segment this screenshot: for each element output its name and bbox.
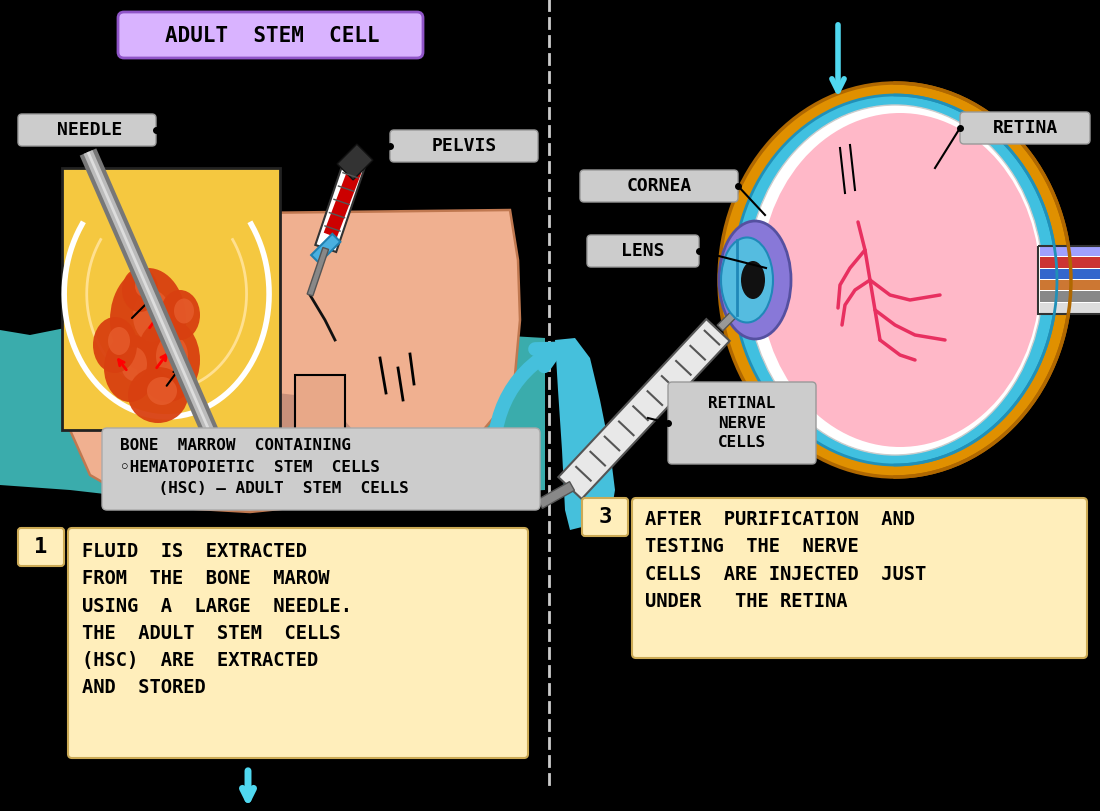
Ellipse shape xyxy=(133,290,170,342)
Bar xyxy=(1038,246,1100,314)
Text: ADULT  STEM  CELL: ADULT STEM CELL xyxy=(165,26,380,46)
Ellipse shape xyxy=(174,298,194,324)
FancyBboxPatch shape xyxy=(18,528,64,566)
Polygon shape xyxy=(316,158,365,252)
Bar xyxy=(1040,303,1100,313)
Polygon shape xyxy=(717,307,740,331)
Ellipse shape xyxy=(147,377,177,405)
FancyBboxPatch shape xyxy=(668,382,816,464)
Ellipse shape xyxy=(104,334,156,402)
FancyBboxPatch shape xyxy=(587,235,698,267)
Bar xyxy=(62,168,280,430)
FancyBboxPatch shape xyxy=(18,114,156,146)
Bar xyxy=(1040,268,1100,279)
Polygon shape xyxy=(337,144,373,180)
Polygon shape xyxy=(62,210,520,512)
Ellipse shape xyxy=(719,83,1071,477)
Polygon shape xyxy=(0,325,544,498)
Ellipse shape xyxy=(747,105,1043,455)
Bar xyxy=(1040,257,1100,268)
Text: NEEDLE: NEEDLE xyxy=(57,121,122,139)
Ellipse shape xyxy=(128,367,188,423)
FancyBboxPatch shape xyxy=(960,112,1090,144)
Text: LENS: LENS xyxy=(621,242,664,260)
Ellipse shape xyxy=(719,221,791,339)
Bar xyxy=(1038,246,1100,314)
Polygon shape xyxy=(556,338,615,530)
Text: PELVIS: PELVIS xyxy=(431,137,496,155)
Text: RETINAL
NERVE
CELLS: RETINAL NERVE CELLS xyxy=(708,396,775,450)
Text: AFTER  PURIFICATION  AND
TESTING  THE  NERVE
CELLS  ARE INJECTED  JUST
UNDER   T: AFTER PURIFICATION AND TESTING THE NERVE… xyxy=(645,510,926,611)
FancyBboxPatch shape xyxy=(582,498,628,536)
FancyBboxPatch shape xyxy=(68,528,528,758)
FancyBboxPatch shape xyxy=(580,170,738,202)
Bar xyxy=(1040,291,1100,302)
Ellipse shape xyxy=(94,317,138,373)
Text: 3: 3 xyxy=(598,507,612,527)
Ellipse shape xyxy=(110,268,186,372)
FancyBboxPatch shape xyxy=(390,130,538,162)
Text: 1: 1 xyxy=(34,537,47,557)
Ellipse shape xyxy=(160,290,200,340)
Text: FLUID  IS  EXTRACTED
FROM  THE  BONE  MAROW
USING  A  LARGE  NEEDLE.
THE  ADULT : FLUID IS EXTRACTED FROM THE BONE MAROW U… xyxy=(82,542,352,697)
Bar xyxy=(1040,246,1100,256)
Ellipse shape xyxy=(156,335,188,377)
Ellipse shape xyxy=(136,318,200,402)
Ellipse shape xyxy=(741,261,764,299)
Bar xyxy=(1040,280,1100,290)
Polygon shape xyxy=(323,168,362,238)
FancyBboxPatch shape xyxy=(102,428,540,510)
Text: BONE  MARROW  CONTAINING
◦HEMATOPOIETIC  STEM  CELLS
    (HSC) – ADULT  STEM  CE: BONE MARROW CONTAINING ◦HEMATOPOIETIC ST… xyxy=(120,438,409,496)
FancyBboxPatch shape xyxy=(118,12,424,58)
FancyBboxPatch shape xyxy=(632,498,1087,658)
Ellipse shape xyxy=(733,95,1057,465)
Text: RETINA: RETINA xyxy=(992,119,1057,137)
Polygon shape xyxy=(559,319,729,499)
Polygon shape xyxy=(180,390,370,508)
Ellipse shape xyxy=(135,275,153,297)
Polygon shape xyxy=(307,247,329,296)
Polygon shape xyxy=(311,234,340,263)
Ellipse shape xyxy=(122,268,158,312)
Ellipse shape xyxy=(121,347,147,381)
Polygon shape xyxy=(538,482,574,508)
Ellipse shape xyxy=(720,238,773,323)
Bar xyxy=(295,375,345,437)
Ellipse shape xyxy=(108,327,130,355)
Text: CORNEA: CORNEA xyxy=(626,177,692,195)
Ellipse shape xyxy=(760,113,1040,447)
